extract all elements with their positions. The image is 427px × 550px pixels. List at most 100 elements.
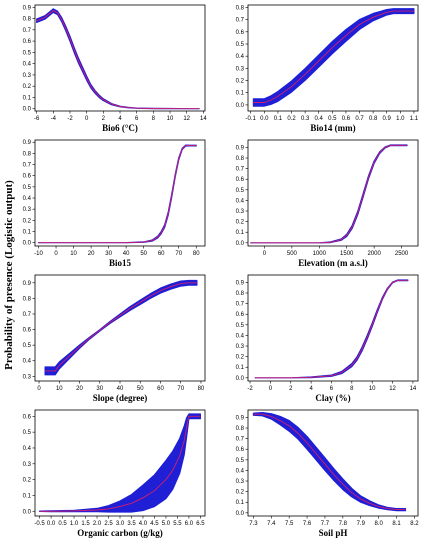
- x-tick-label: 8.0: [374, 521, 383, 527]
- y-tick-label: 0.8: [23, 151, 32, 157]
- panels: -6 -4 -2 0 2 4 6 8 10 12 14 0.0 0.1 0.2 0.3 0.4 0.5 0.6 0.…: [23, 4, 419, 538]
- x-tick-label: 3.0: [116, 521, 125, 527]
- panel-4: 0 500 1000 1500 2000 2500 0.0 0.1 0.2 0.3 0.4 0.5 0.…: [236, 139, 419, 268]
- y-tick-label: 0.2: [236, 355, 245, 361]
- x-tick-label: 70: [175, 251, 182, 257]
- x-tick-label: 20: [88, 251, 95, 257]
- x-tick-label: 0.1: [274, 116, 283, 122]
- y-tick-label: 0.9: [236, 145, 245, 151]
- y-tick-label: 0.0: [236, 241, 245, 247]
- x-tick-label: 2: [289, 386, 293, 392]
- x-axis-label: Bio6 (°C): [102, 123, 138, 133]
- x-tick-label: -0.1: [246, 116, 257, 122]
- mean-response-line: [255, 279, 408, 379]
- x-tick-label: 6: [330, 386, 334, 392]
- x-tick-label: 0: [37, 386, 41, 392]
- x-tick-label: 0.5: [58, 521, 67, 527]
- confidence-band: [252, 8, 415, 107]
- x-tick-label: 1500: [340, 251, 354, 257]
- y-tick-label: 0.5: [236, 42, 245, 48]
- y-tick-label: 0.1: [23, 95, 32, 101]
- y-tick-label: 0.3: [23, 374, 32, 380]
- x-tick-label: 8: [350, 386, 354, 392]
- y-tick-label: 0.4: [23, 62, 32, 68]
- y-tick-label: 0.8: [236, 426, 245, 432]
- y-tick-label: 0.2: [236, 79, 245, 85]
- x-axis-label: Slope (degree): [93, 393, 148, 403]
- x-tick-label: 0.0: [47, 521, 56, 527]
- y-tick-label: 0.9: [23, 281, 32, 287]
- y-tick-label: 0.7: [236, 18, 245, 24]
- x-tick-label: -0.5: [34, 521, 45, 527]
- y-tick-label: 0.6: [23, 328, 32, 334]
- mean-response-line: [45, 282, 197, 372]
- confidence-band: [252, 412, 407, 512]
- x-tick-label: 1.0: [70, 521, 79, 527]
- x-tick-label: 7.3: [249, 521, 258, 527]
- x-tick-label: 40: [117, 386, 124, 392]
- x-tick-label: -2: [247, 386, 253, 392]
- y-tick-label: 0.3: [23, 462, 32, 468]
- y-tick-label: 0.1: [236, 365, 245, 371]
- y-tick-label: 0.8: [23, 17, 32, 23]
- confidence-band: [44, 279, 198, 376]
- x-tick-label: -4: [51, 116, 57, 122]
- panel-6: -2 0 2 4 6 8 10 12 14 0.0 0.1 0.2 0.3 0.4 0.5 0.6 0.7 0.8…: [236, 274, 419, 403]
- y-tick-label: 0.2: [23, 478, 32, 484]
- y-tick-label: 0.5: [236, 323, 245, 329]
- y-tick-label: 0.9: [236, 280, 245, 286]
- x-tick-label: 1.1: [410, 116, 419, 122]
- y-tick-label: 0.1: [236, 500, 245, 506]
- x-tick-label: 1.0: [396, 116, 405, 122]
- y-tick-label: 0.0: [23, 241, 32, 247]
- mean-response-line: [36, 10, 200, 110]
- x-tick-label: 10: [70, 251, 77, 257]
- x-tick-label: 0.7: [355, 116, 364, 122]
- y-tick-label: 0.6: [23, 174, 32, 180]
- y-tick-label: 0.8: [236, 156, 245, 162]
- x-tick-label: 7.7: [321, 521, 330, 527]
- x-tick-label: 0.6: [342, 116, 351, 122]
- x-tick-label: 30: [105, 251, 112, 257]
- panel-2: -0.1 0.0 0.1 0.2 0.3 0.4 0.5 0.6 0.7 0.8 0.9 1.0 1.1…: [236, 4, 419, 133]
- mean-response-line: [39, 415, 201, 512]
- y-tick-label: 0.9: [236, 415, 245, 421]
- x-tick-label: 6: [135, 116, 139, 122]
- panel-7: -0.5 0.0 0.5 1.0 1.5 2.0 2.5 3.0 3.5 4.0 4.5 5.0 5.5…: [23, 409, 206, 538]
- y-tick-label: 0.0: [23, 509, 32, 515]
- x-tick-label: 3.5: [127, 521, 136, 527]
- x-tick-label: 0: [263, 251, 267, 257]
- x-tick-label: 10: [56, 386, 63, 392]
- panel-1: -6 -4 -2 0 2 4 6 8 10 12 14 0.0 0.1 0.2 0.3 0.4 0.5 0.6 0.…: [23, 4, 207, 133]
- y-tick-label: 0.5: [236, 458, 245, 464]
- x-tick-label: 7.6: [303, 521, 312, 527]
- y-tick-label: 0.4: [236, 54, 245, 60]
- x-tick-label: 5.5: [173, 521, 182, 527]
- plot-frame: [34, 139, 206, 247]
- x-tick-label: 4.5: [150, 521, 159, 527]
- x-tick-label: 8.2: [410, 521, 419, 527]
- mean-response-line: [253, 10, 414, 103]
- x-tick-label: 0: [269, 386, 273, 392]
- x-tick-label: 0.4: [315, 116, 324, 122]
- x-tick-label: 0.3: [301, 116, 310, 122]
- plot-frame: [247, 139, 419, 247]
- y-tick-label: 0.9: [23, 5, 32, 11]
- y-tick-label: 0.1: [236, 91, 245, 97]
- y-tick-label: 0.2: [23, 84, 32, 90]
- x-tick-label: 12: [389, 386, 396, 392]
- y-tick-label: 0.2: [23, 218, 32, 224]
- x-tick-label: 0.0: [260, 116, 269, 122]
- y-tick-label: 0.4: [23, 446, 32, 452]
- x-tick-label: 0.5: [328, 116, 337, 122]
- x-tick-label: 7.9: [357, 521, 366, 527]
- y-tick-label: 0.6: [236, 30, 245, 36]
- y-tick-label: 0.3: [236, 209, 245, 215]
- x-tick-label: 14: [200, 116, 207, 122]
- y-tick-label: 0.7: [236, 302, 245, 308]
- y-axis-label: Probability of presence (Logistic output…: [3, 180, 15, 370]
- y-tick-label: 0.3: [236, 66, 245, 72]
- y-tick-label: 0.4: [236, 468, 245, 474]
- y-tick-label: 0.4: [23, 359, 32, 365]
- x-tick-label: -2: [67, 116, 73, 122]
